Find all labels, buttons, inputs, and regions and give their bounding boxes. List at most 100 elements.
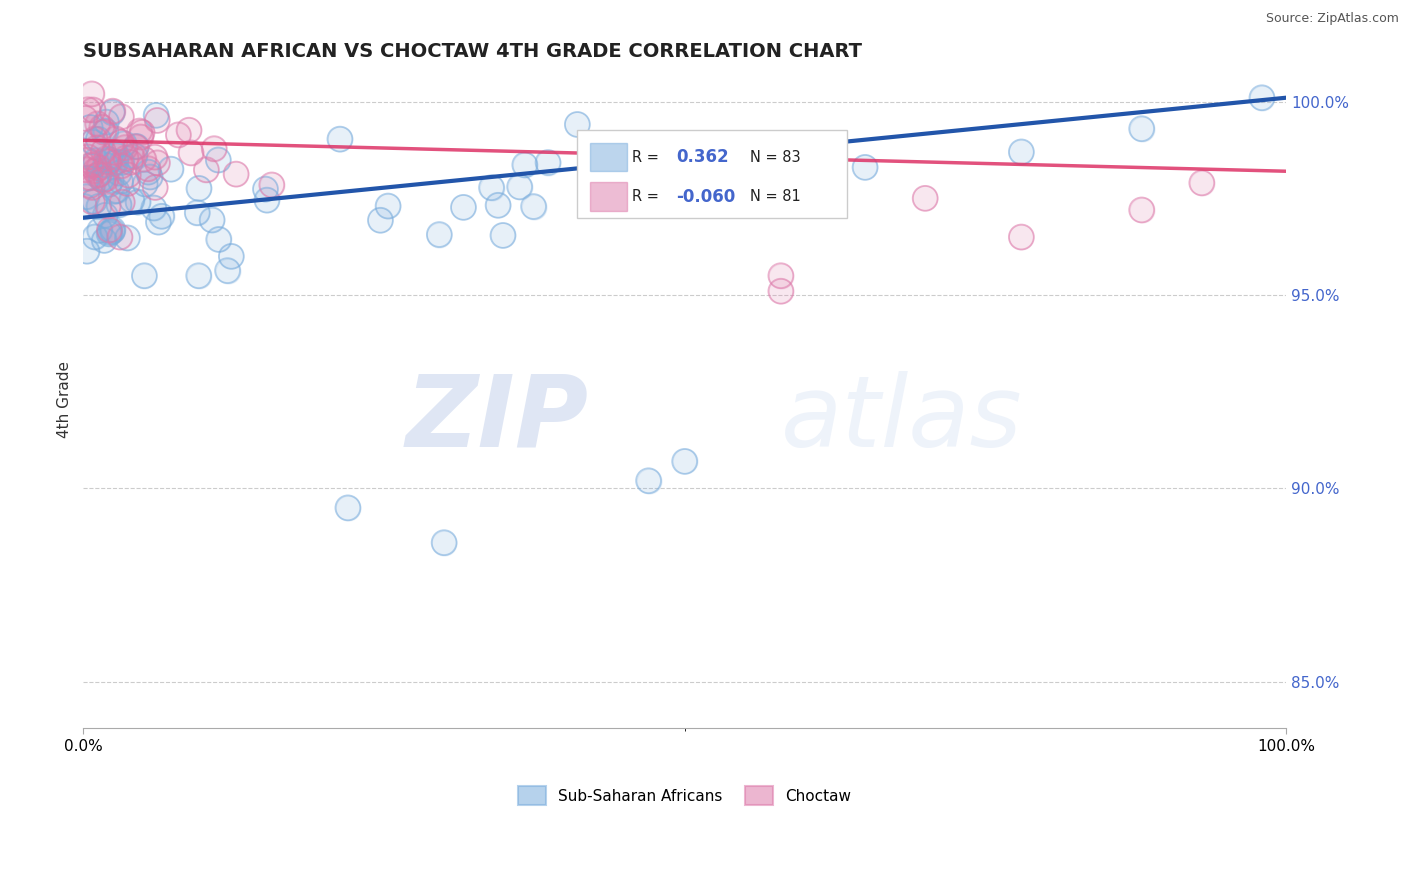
Point bbox=[134, 268, 156, 283]
Point bbox=[146, 113, 169, 128]
Point bbox=[101, 224, 124, 238]
Point bbox=[145, 108, 167, 122]
Point bbox=[76, 189, 98, 203]
Point bbox=[94, 208, 117, 222]
Point bbox=[132, 152, 155, 166]
Point bbox=[769, 268, 792, 283]
Point bbox=[101, 104, 124, 119]
Point bbox=[104, 155, 127, 169]
Point bbox=[146, 156, 169, 170]
Point bbox=[104, 132, 127, 146]
Point bbox=[336, 500, 359, 515]
Point bbox=[110, 155, 132, 169]
Point bbox=[84, 153, 107, 168]
Point bbox=[673, 454, 696, 468]
Point bbox=[87, 199, 110, 213]
Point bbox=[453, 200, 475, 214]
Point bbox=[80, 180, 103, 194]
Point bbox=[82, 194, 104, 209]
Point bbox=[1251, 91, 1274, 105]
Point bbox=[83, 230, 105, 244]
Point bbox=[97, 199, 120, 213]
Point bbox=[100, 173, 122, 187]
Point bbox=[89, 223, 111, 237]
Point bbox=[260, 178, 283, 192]
Point bbox=[427, 227, 450, 242]
Text: R =: R = bbox=[633, 150, 659, 164]
Point bbox=[139, 169, 162, 184]
Point bbox=[103, 156, 125, 170]
Point bbox=[110, 159, 132, 173]
Point bbox=[75, 162, 97, 177]
Point bbox=[427, 227, 450, 242]
Point bbox=[80, 87, 103, 101]
Point bbox=[139, 169, 162, 184]
Point bbox=[117, 177, 139, 191]
Point bbox=[637, 474, 659, 488]
Point bbox=[117, 168, 139, 182]
Point bbox=[79, 178, 101, 193]
Point bbox=[143, 180, 166, 194]
Point bbox=[110, 174, 132, 188]
Point bbox=[112, 136, 135, 151]
Point bbox=[96, 115, 118, 129]
Point bbox=[108, 197, 131, 211]
Point bbox=[143, 180, 166, 194]
Point bbox=[101, 105, 124, 120]
Point bbox=[187, 268, 209, 283]
Point bbox=[110, 136, 132, 150]
Point bbox=[769, 284, 792, 298]
Point bbox=[377, 199, 399, 213]
Point bbox=[108, 230, 131, 244]
Point bbox=[94, 171, 117, 186]
Point bbox=[522, 200, 544, 214]
Legend: Sub-Saharan Africans, Choctaw: Sub-Saharan Africans, Choctaw bbox=[510, 779, 859, 813]
Point bbox=[97, 154, 120, 169]
Point bbox=[98, 223, 121, 237]
Point bbox=[453, 200, 475, 214]
Point bbox=[124, 149, 146, 163]
Point bbox=[148, 215, 170, 229]
Point bbox=[159, 162, 181, 177]
Point bbox=[370, 213, 392, 227]
Point bbox=[86, 141, 108, 155]
Point bbox=[1010, 145, 1032, 159]
Text: R =: R = bbox=[633, 189, 659, 204]
Point bbox=[146, 156, 169, 170]
Point bbox=[104, 155, 127, 169]
Point bbox=[486, 198, 509, 212]
Point bbox=[82, 135, 104, 149]
Point bbox=[97, 154, 120, 169]
Point bbox=[853, 161, 876, 175]
Point bbox=[121, 150, 143, 164]
Point bbox=[77, 103, 100, 117]
Point bbox=[87, 199, 110, 213]
Point bbox=[697, 179, 720, 194]
Point bbox=[79, 170, 101, 185]
Point bbox=[83, 158, 105, 172]
Point bbox=[260, 178, 283, 192]
Point bbox=[202, 142, 225, 156]
Point bbox=[150, 209, 173, 223]
Point bbox=[84, 163, 107, 178]
Point bbox=[336, 500, 359, 515]
Point bbox=[101, 105, 124, 120]
Point bbox=[79, 170, 101, 185]
Point bbox=[914, 191, 936, 205]
Point bbox=[83, 194, 105, 209]
Point bbox=[195, 162, 218, 177]
Point bbox=[76, 153, 98, 167]
Point bbox=[76, 244, 98, 259]
Point bbox=[77, 150, 100, 164]
Point bbox=[87, 161, 110, 175]
Point bbox=[159, 162, 181, 177]
Point bbox=[177, 123, 200, 137]
Point bbox=[127, 194, 149, 209]
Point bbox=[254, 182, 277, 196]
Point bbox=[83, 230, 105, 244]
Point bbox=[110, 174, 132, 188]
Point bbox=[914, 191, 936, 205]
Point bbox=[486, 198, 509, 212]
Point bbox=[98, 225, 121, 239]
Point bbox=[433, 535, 456, 549]
